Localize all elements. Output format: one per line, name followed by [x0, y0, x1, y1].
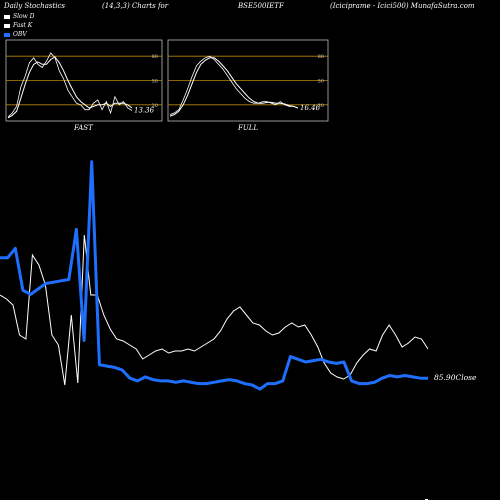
panel-full-slow-d-line — [169, 57, 299, 117]
panel-full-value: 16.46 — [300, 104, 321, 112]
chart-title: Daily Stochastics — [4, 2, 66, 10]
panel-fast-tick-20: 20 — [152, 103, 158, 109]
panel-full-label: FULL — [237, 124, 258, 132]
panel-full-fast-k-line — [169, 55, 299, 115]
legend: Slow D Fast K OBV — [4, 12, 35, 39]
legend-swatch-obv — [4, 32, 10, 37]
panel-fast-value: 13.36 — [134, 106, 155, 114]
price-line — [0, 234, 429, 386]
obv-line — [0, 160, 428, 391]
close-label: 85.90Close — [434, 373, 477, 382]
panel-full-tick-50: 50 — [318, 79, 324, 85]
chart-company: (Iciciprame - Icici500) MunafaSutra.com — [330, 2, 475, 10]
legend-item-slow-d: Slow D — [4, 12, 35, 21]
panel-fast-fast-k-line — [7, 52, 133, 118]
panel-fast-slow-d-line — [7, 56, 133, 119]
legend-swatch-slow-d — [4, 14, 10, 19]
panel-full-tick-80: 80 — [318, 54, 324, 60]
legend-item-fast-k: Fast K — [4, 21, 35, 30]
panel-fast-label: FAST — [73, 124, 94, 132]
legend-swatch-fast-k — [4, 23, 10, 28]
legend-item-obv: OBV — [4, 30, 35, 39]
chart-params: (14,3,3) Charts for — [102, 2, 169, 10]
legend-label-obv: OBV — [13, 31, 27, 38]
legend-label-fast-k: Fast K — [13, 22, 33, 29]
legend-label-slow-d: Slow D — [13, 13, 35, 20]
panel-fast-tick-80: 80 — [152, 54, 158, 60]
chart-symbol: BSE500IETF — [238, 2, 284, 10]
panel-full-tick-20: 20 — [318, 103, 324, 109]
panel-fast-tick-50: 50 — [152, 79, 158, 85]
